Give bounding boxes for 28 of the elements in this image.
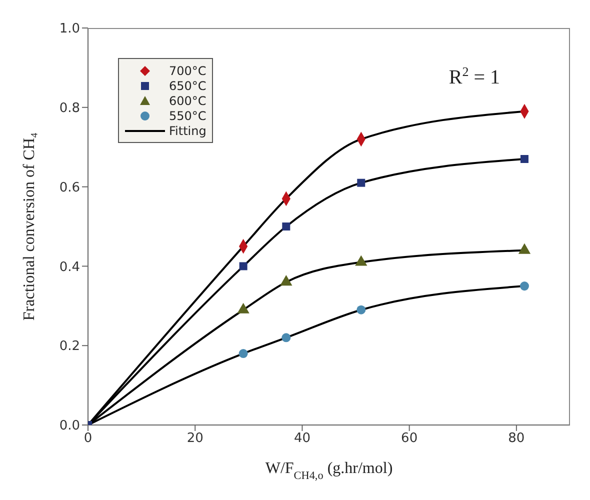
y-axis-title: Fractional conversion of CH₄ bbox=[21, 132, 38, 321]
legend-label: 700°C bbox=[169, 64, 206, 78]
x-tick-label: 60 bbox=[401, 431, 418, 446]
point bbox=[280, 275, 292, 286]
y-tick-label: 0.8 bbox=[59, 101, 80, 116]
x-tick-label: 40 bbox=[294, 431, 310, 446]
point bbox=[356, 305, 366, 314]
x-tick-label: 0 bbox=[84, 431, 92, 446]
point bbox=[239, 262, 248, 270]
y-tick-label: 0.6 bbox=[59, 180, 80, 196]
legend-label: 650°C bbox=[169, 78, 206, 92]
annotation: R$^{2}$ = 1 bbox=[448, 64, 500, 89]
point bbox=[520, 282, 529, 291]
legend-label: 600°C bbox=[169, 94, 206, 108]
y-tick-label: 0.4 bbox=[59, 260, 80, 275]
point bbox=[357, 178, 366, 187]
x-axis-title: W/F$_{CH4,o}$ (g.hr/mol) bbox=[265, 460, 393, 482]
legend-label: Fitting bbox=[169, 124, 206, 138]
point bbox=[282, 333, 291, 342]
point bbox=[238, 349, 248, 358]
x-tick-label: 20 bbox=[186, 431, 204, 446]
legend-label: 550°C bbox=[169, 108, 206, 122]
y-tick-label: 0.2 bbox=[59, 339, 80, 354]
x-tick-label: 80 bbox=[508, 431, 525, 446]
point bbox=[282, 222, 290, 230]
point bbox=[520, 155, 528, 164]
y-tick-label: 1.0 bbox=[59, 22, 80, 37]
y-tick-label: 0.0 bbox=[59, 418, 80, 434]
